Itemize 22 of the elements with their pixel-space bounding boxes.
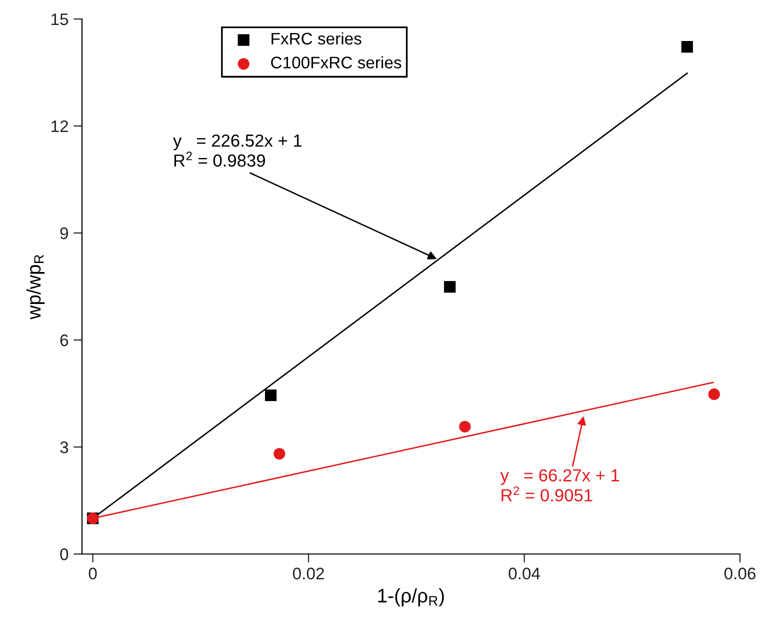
y-tick-label: 9: [60, 227, 68, 240]
y-axis-title: wp/wp$_{R}$: [26, 254, 45, 320]
point: [708, 388, 720, 400]
annotation: y = 66.27x + 1 R$^{2}$ = 0.9051: [500, 469, 620, 502]
point: [459, 420, 471, 432]
y-tick-label: 6: [60, 334, 68, 346]
x-tick-label: 0.04: [508, 568, 540, 580]
point: [444, 281, 456, 293]
x-tick-label: 0: [88, 568, 97, 580]
y-tick-label: 12: [52, 120, 68, 132]
legend-label: FxRC series: [272, 32, 362, 45]
x-axis-title: 1-(ρ/ρ$_{R}$): [378, 588, 444, 606]
point: [681, 41, 693, 53]
x-tick-label: 0.02: [292, 568, 324, 580]
annotation: y = 226.52x + 1 R$^{2}$ = 0.9839: [173, 134, 302, 167]
x-tick-label: 0.06: [724, 568, 756, 580]
point: [264, 389, 277, 402]
y-tick-label: 0: [60, 548, 68, 560]
point: [274, 448, 286, 460]
y-tick-label: 3: [60, 441, 68, 454]
legend-label: C100FxRC series: [271, 56, 402, 68]
y-tick-label: 15: [52, 14, 68, 26]
